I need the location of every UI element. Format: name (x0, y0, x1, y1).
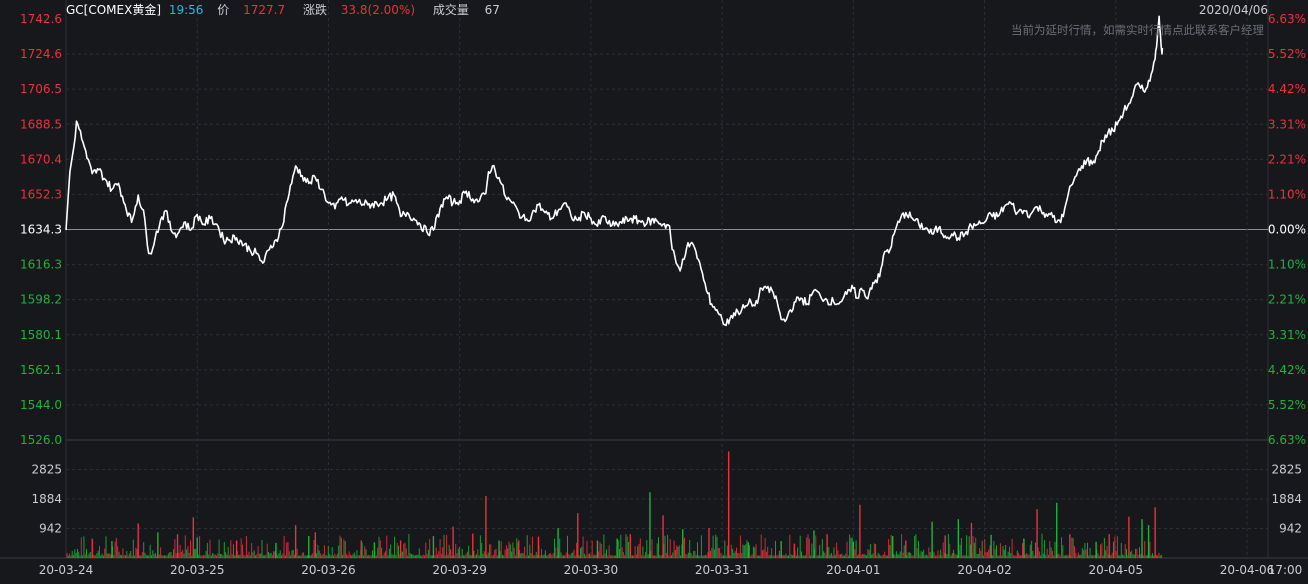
y-tick-label-pct: 1.10% (1268, 187, 1306, 201)
y-tick-label: 1526.0 (20, 433, 62, 447)
date-label: 2020/04/06 (1199, 3, 1268, 17)
volume-tick-label-right: 1884 (1271, 492, 1302, 506)
y-tick-label-pct: 2.21% (1268, 152, 1306, 166)
x-tick-label: 17:00 (1268, 563, 1303, 577)
change-caption: 涨跌 (303, 2, 327, 17)
y-tick-label: 1724.6 (20, 47, 62, 61)
price-caption: 价 (217, 3, 229, 17)
y-tick-label: 1652.3 (20, 187, 62, 201)
svg-text:GC[COMEX黄金] 19:56: GC[COMEX黄金] 19:56 价 1727.7 涨跌 33.8(2.00%… (66, 2, 500, 17)
x-tick-label: 20-04-01 (826, 563, 880, 577)
y-tick-label: 1616.3 (20, 258, 62, 272)
y-tick-label: 1706.5 (20, 82, 62, 96)
y-tick-label: 1634.3 (20, 223, 62, 237)
y-tick-label: 1670.4 (20, 152, 62, 166)
y-tick-label-pct: 2.21% (1268, 293, 1306, 307)
volume-tick-label: 2825 (31, 463, 62, 477)
y-tick-label-pct: 4.42% (1268, 363, 1306, 377)
y-tick-label-pct: 6.63% (1268, 433, 1306, 447)
y-tick-label: 1742.6 (20, 12, 62, 26)
change-value: 33.8(2.00%) (341, 3, 415, 17)
y-tick-label: 1544.0 (20, 398, 62, 412)
x-tick-label: 20-03-26 (301, 563, 355, 577)
symbol-label: GC[COMEX黄金] (66, 2, 161, 17)
x-tick-label: 20-03-30 (564, 563, 618, 577)
y-tick-label: 1580.1 (20, 328, 62, 342)
y-tick-label-pct: 6.63% (1268, 12, 1306, 26)
x-tick-label: 20-04-06 (1220, 563, 1274, 577)
y-tick-label-pct: 0.00% (1268, 223, 1306, 237)
volume-caption: 成交量 (433, 2, 469, 17)
y-tick-label: 1598.2 (20, 293, 62, 307)
price-line (65, 15, 1164, 327)
y-tick-label-pct: 5.52% (1268, 47, 1306, 61)
time-label: 19:56 (169, 3, 204, 17)
x-tick-label: 20-04-05 (1089, 563, 1143, 577)
x-tick-label: 20-03-24 (39, 563, 93, 577)
y-tick-label: 1562.1 (20, 363, 62, 377)
x-tick-label: 20-04-02 (957, 563, 1011, 577)
x-tick-label: 20-03-25 (170, 563, 224, 577)
y-tick-label-pct: 3.31% (1268, 328, 1306, 342)
price-value: 1727.7 (243, 3, 285, 17)
y-tick-label: 1688.5 (20, 117, 62, 131)
volume-tick-label-right: 942 (1279, 521, 1302, 535)
x-tick-label: 20-03-31 (695, 563, 749, 577)
volume-tick-label: 942 (39, 521, 62, 535)
volume-tick-label: 1884 (31, 492, 62, 506)
x-tick-label: 20-03-29 (432, 563, 486, 577)
volume-value: 67 (485, 3, 500, 17)
y-tick-label-pct: 5.52% (1268, 398, 1306, 412)
y-tick-label-pct: 4.42% (1268, 82, 1306, 96)
volume-tick-label-right: 2825 (1271, 463, 1302, 477)
y-tick-label-pct: 3.31% (1268, 117, 1306, 131)
y-tick-label-pct: 1.10% (1268, 258, 1306, 272)
delay-notice-link[interactable]: 当前为延时行情，如需实时行情点此联系客户经理 (1011, 23, 1264, 37)
